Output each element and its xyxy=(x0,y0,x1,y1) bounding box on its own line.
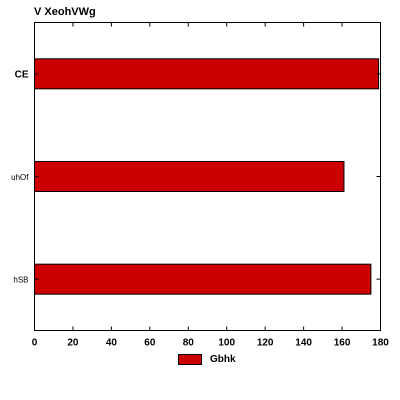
bar-hSB xyxy=(34,263,372,295)
y-tick-label: hSB xyxy=(13,276,28,285)
bars-layer xyxy=(34,58,380,295)
x-tick-label: 120 xyxy=(257,338,274,349)
x-tick-label: 20 xyxy=(67,338,79,349)
legend-swatch xyxy=(178,354,202,365)
chart-title: V XeohVWg xyxy=(34,6,96,18)
legend: Gbhk xyxy=(178,354,236,365)
x-tick-label: 0 xyxy=(32,338,38,349)
x-tick-label: 80 xyxy=(183,338,195,349)
x-tick-label: 160 xyxy=(334,338,351,349)
bar-CE xyxy=(34,58,380,90)
y-tick-label: uhOf xyxy=(11,173,29,182)
ticks-layer: CE uhOf hSB 0 20 40 60 80 100 120 140 160 180 xyxy=(11,22,389,349)
bar-uhOf xyxy=(34,161,345,192)
x-tick-label: 100 xyxy=(218,338,235,349)
x-tick-label: 180 xyxy=(372,338,389,349)
x-tick-label: 140 xyxy=(295,338,312,349)
x-tick-label: 40 xyxy=(106,338,118,349)
x-tick-label: 60 xyxy=(144,338,156,349)
legend-label: Gbhk xyxy=(210,354,236,365)
y-tick-label: CE xyxy=(15,69,29,80)
